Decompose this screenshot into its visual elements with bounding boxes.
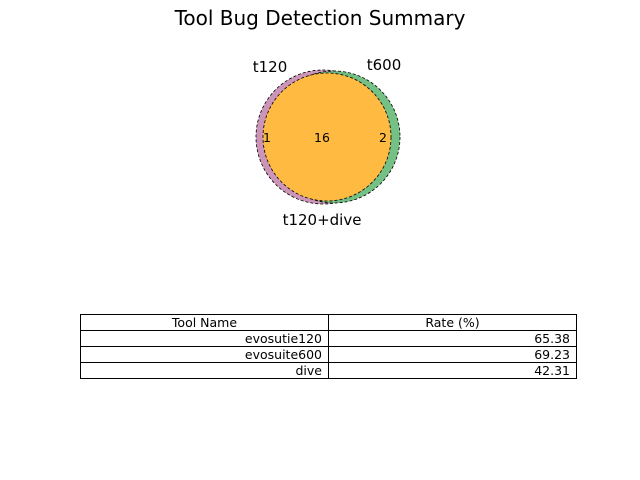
venn-set-label-t600: t600 [367, 56, 402, 74]
table-header-rate: Rate (%) [328, 314, 577, 331]
table-row: evosuite600 69.23 [80, 346, 577, 363]
venn-circle-t120-dive [262, 72, 392, 202]
table-row: evosutie120 65.38 [80, 330, 577, 347]
table-cell-rate: 65.38 [328, 330, 577, 347]
chart-title: Tool Bug Detection Summary [174, 6, 466, 30]
table-row: dive 42.31 [80, 362, 577, 379]
venn-region-count: 16 [314, 130, 330, 145]
table-cell-tool-name: evosutie120 [80, 330, 329, 347]
summary-table: Tool Name Rate (%) evosutie120 65.38 evo… [80, 314, 577, 379]
table-cell-rate: 42.31 [328, 362, 577, 379]
venn-region-count: 2 [379, 130, 387, 145]
venn-set-label-t120: t120 [253, 58, 288, 76]
venn-diagram: t120 t600 t120+dive 1 16 2 [253, 56, 402, 229]
table-cell-tool-name: dive [80, 362, 329, 379]
table-header-tool-name: Tool Name [80, 314, 329, 331]
venn-set-label-t120-dive: t120+dive [283, 211, 362, 229]
table-cell-rate: 69.23 [328, 346, 577, 363]
table-cell-tool-name: evosuite600 [80, 346, 329, 363]
table-header-row: Tool Name Rate (%) [80, 314, 577, 331]
venn-region-count: 1 [263, 130, 271, 145]
